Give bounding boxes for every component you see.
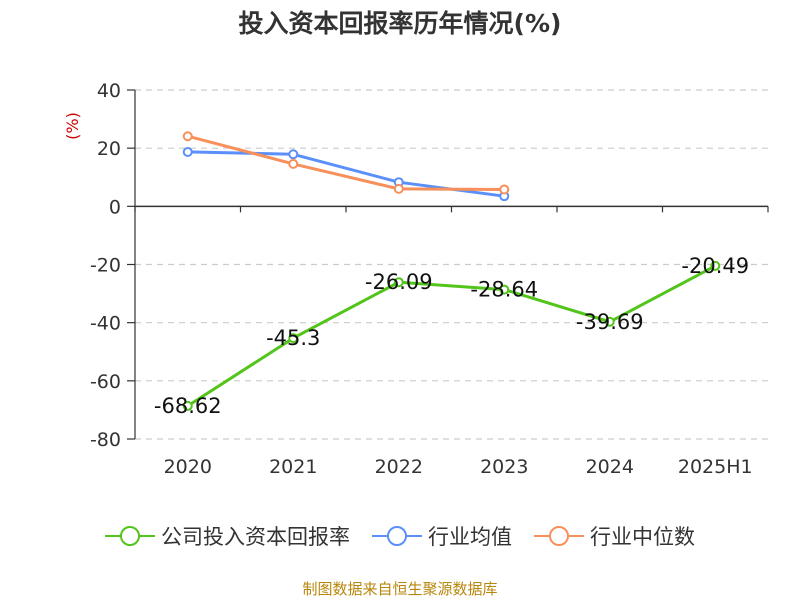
- y-tick-label: 40: [97, 80, 121, 102]
- legend-label: 行业均值: [428, 525, 512, 549]
- series-line: [187, 134, 505, 191]
- y-tick-label: -20: [90, 255, 121, 277]
- line-chart: 40 20 0 -20 -40 -60 -80 2020 2021 2022 2023 2024 202…: [63, 80, 769, 478]
- data-label: -20.49: [681, 254, 749, 278]
- data-labels: -68.62 -45.3 -26.09 -28.64 -39.69 -20.49: [154, 254, 749, 418]
- x-tick-label: 2025H1: [678, 456, 753, 478]
- y-tick-label: 0: [109, 196, 121, 218]
- y-tick-label: -80: [90, 429, 121, 451]
- legend-line-circle-icon: [372, 526, 422, 546]
- x-tick-label: 2020: [164, 456, 212, 478]
- legend-label: 公司投入资本回报率: [161, 525, 350, 549]
- data-point: [182, 131, 193, 142]
- data-point: [182, 146, 193, 157]
- y-tick-label: -40: [90, 313, 121, 335]
- data-point: [288, 333, 299, 344]
- data-point: [499, 284, 510, 295]
- data-point: [499, 184, 510, 195]
- data-label: -45.3: [266, 326, 320, 350]
- data-point: [393, 277, 404, 288]
- series-line: [186, 264, 717, 408]
- legend-item-industry-mean[interactable]: 行业均值: [372, 521, 512, 551]
- x-tick-label: 2022: [375, 456, 423, 478]
- data-label: -39.69: [576, 310, 644, 334]
- axes: 40 20 0 -20 -40 -60 -80 2020 2021 2022 2023 2024 202…: [63, 80, 769, 478]
- legend-item-company-roic[interactable]: 公司投入资本回报率: [105, 521, 350, 551]
- x-tick-label: 2023: [480, 456, 528, 478]
- data-label: -26.09: [365, 270, 433, 294]
- data-point: [393, 183, 404, 194]
- legend-line-circle-icon: [534, 526, 584, 546]
- source-note: 制图数据来自恒生聚源数据库: [302, 580, 498, 598]
- data-point: [288, 149, 299, 160]
- data-point: [604, 316, 615, 327]
- legend-line-circle-icon: [105, 526, 155, 546]
- data-point: [288, 158, 299, 169]
- legend-label: 行业中位数: [590, 525, 695, 549]
- data-label: -28.64: [470, 278, 538, 302]
- data-point: [182, 400, 193, 411]
- legend: 公司投入资本回报率 行业均值 行业中位数: [0, 518, 800, 554]
- x-tick-label: 2021: [269, 456, 317, 478]
- series-lines: [182, 131, 721, 411]
- chart-title: 投入资本回报率历年情况(%): [238, 9, 562, 38]
- y-tick-label: -60: [90, 371, 121, 393]
- x-tick-label: 2024: [586, 456, 634, 478]
- y-axis-unit-label: (%): [63, 112, 82, 140]
- legend-item-industry-median[interactable]: 行业中位数: [534, 521, 695, 551]
- grid-lines: [135, 89, 768, 440]
- data-label: -68.62: [154, 394, 222, 418]
- data-point: [710, 260, 721, 271]
- y-tick-label: 20: [97, 138, 121, 160]
